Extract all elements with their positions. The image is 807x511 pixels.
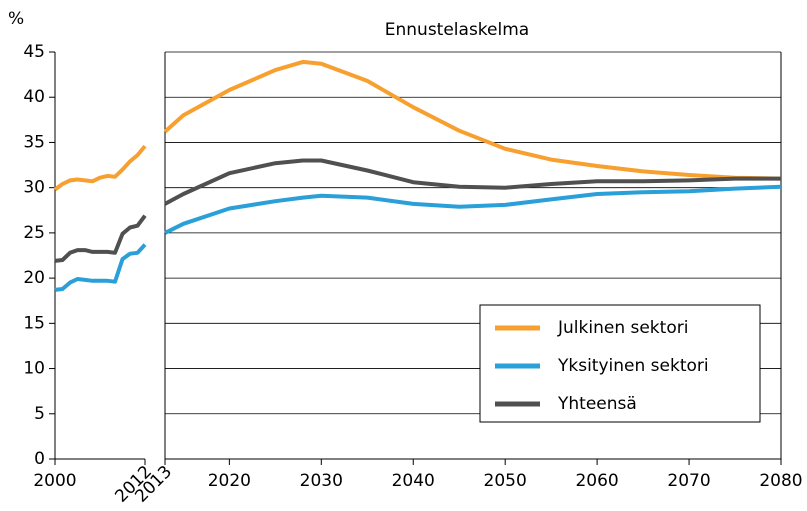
y-tick-label: 5	[34, 404, 45, 424]
x-tick-label: 2000	[33, 471, 76, 491]
y-tick-label: 10	[23, 359, 45, 379]
y-tick-label: 45	[23, 42, 45, 62]
series-line	[53, 144, 147, 192]
x-tick-label: 2040	[392, 471, 435, 491]
y-tick-label: 25	[23, 223, 45, 243]
y-tick-label: 20	[23, 268, 45, 288]
legend-label: Julkinen sektori	[557, 318, 688, 338]
series-line	[54, 214, 147, 263]
legend-label: Yksityinen sektori	[557, 356, 709, 376]
series-line	[163, 59, 782, 181]
x-tick-label: 2070	[667, 471, 710, 491]
x-tick-label: 2030	[300, 471, 343, 491]
y-tick-label: 30	[23, 178, 45, 198]
series-line	[54, 243, 147, 292]
series-line	[164, 184, 782, 235]
chart-title: Ennustelaskelma	[385, 20, 529, 40]
y-tick-label: 0	[34, 449, 45, 469]
series-line	[164, 158, 781, 206]
x-tick-label: 2050	[484, 471, 527, 491]
y-axis-label: %	[8, 9, 24, 29]
x-tick-label: 2060	[575, 471, 618, 491]
x-tick-label: 2020	[208, 471, 251, 491]
legend-label: Yhteensä	[557, 394, 637, 414]
y-tick-label: 35	[23, 132, 45, 152]
x-tick-label: 2080	[759, 471, 802, 491]
y-tick-label: 40	[23, 87, 45, 107]
y-tick-label: 15	[23, 313, 45, 333]
